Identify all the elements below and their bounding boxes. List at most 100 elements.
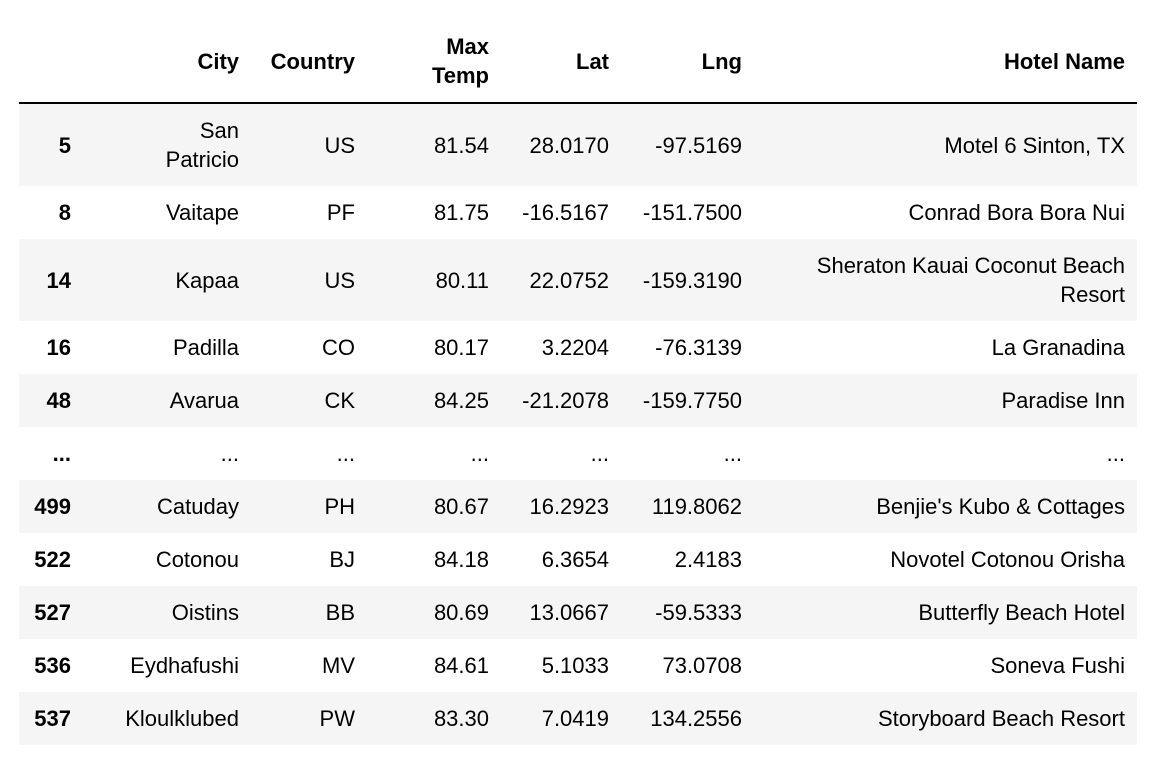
cell-lng: ...: [723, 441, 742, 466]
cell-city: Avarua: [169, 388, 239, 413]
cell-hotel-name: Conrad Bora Bora Nui: [908, 200, 1125, 225]
row-index: 537: [34, 706, 71, 731]
table-row: 5 San Patricio US 81.54 28.0170 -97.5169 Motel …: [19, 103, 1137, 186]
header-max-temp: Max Temp: [367, 20, 501, 104]
row-index: 527: [34, 600, 71, 625]
table-row: 14 Kapaa US 80.11 22.0752 -159.3190 Sheraton K…: [19, 239, 1137, 321]
cell-lng: -76.3139: [655, 335, 742, 360]
cell-max-temp: 81.54: [433, 132, 489, 158]
cell-country: US: [324, 267, 355, 293]
dataframe-table: City Country Max Temp Lat Lng Hotel Name …: [19, 20, 1137, 745]
cell-hotel-name: Paradise Inn: [1001, 388, 1125, 413]
cell-hotel-name: Soneva Fushi: [990, 653, 1125, 678]
cell-hotel-name: La Granadina: [991, 335, 1125, 360]
header-lng: Lng: [621, 20, 754, 104]
cell-lat: 5.1033: [541, 653, 609, 678]
cell-country: PW: [319, 706, 355, 731]
cell-max-temp: 83.30: [433, 706, 489, 731]
row-index: 8: [58, 200, 71, 225]
cell-country: CK: [324, 388, 355, 413]
cell-city: Padilla: [172, 335, 239, 360]
cell-lat: 3.2204: [541, 335, 609, 360]
table-row: 16 Padilla CO 80.17 3.2204 -76.3139 La Granadi…: [19, 321, 1137, 374]
cell-lng: 73.0708: [662, 653, 742, 678]
cell-lng: -97.5169: [655, 132, 742, 158]
cell-max-temp: 80.69: [433, 600, 489, 625]
cell-city: Eydhafushi: [130, 653, 239, 678]
cell-lat: 13.0667: [529, 600, 609, 625]
row-index: 522: [34, 547, 71, 572]
cell-max-temp: 80.67: [433, 494, 489, 519]
table-row: 8 Vaitape PF 81.75 -16.5167 -151.7500 Conrad B…: [19, 186, 1137, 239]
table-row: 537 Kloulklubed PW 83.30 7.0419 134.2556 Story…: [19, 692, 1137, 745]
cell-country: MV: [322, 653, 355, 678]
row-index: 5: [58, 132, 71, 158]
cell-lng: -159.7750: [642, 388, 742, 413]
row-index: 499: [34, 494, 71, 519]
cell-lat: 28.0170: [529, 132, 609, 158]
table-row: 536 Eydhafushi MV 84.61 5.1033 73.0708 Soneva …: [19, 639, 1137, 692]
row-index: 16: [46, 335, 71, 360]
cell-max-temp: 84.18: [433, 547, 489, 572]
header-lat: Lat: [501, 20, 621, 104]
cell-hotel-name: Novotel Cotonou Orisha: [890, 547, 1125, 572]
cell-hotel-name: Sheraton Kauai Coconut Beach Resort: [816, 253, 1125, 307]
row-index: ...: [52, 441, 71, 466]
cell-max-temp: 80.17: [433, 335, 489, 360]
cell-country: PH: [324, 494, 355, 519]
cell-city: Cotonou: [155, 547, 239, 572]
table-row: 499 Catuday PH 80.67 16.2923 119.8062 Benjie's…: [19, 480, 1137, 533]
table-body: 5 San Patricio US 81.54 28.0170 -97.5169 Motel …: [19, 103, 1137, 745]
cell-city: Kapaa: [175, 267, 239, 293]
ellipsis-row: .....................: [19, 427, 1137, 480]
cell-max-temp: ...: [470, 441, 489, 466]
cell-country: US: [324, 132, 355, 158]
cell-lng: 2.4183: [674, 547, 742, 572]
cell-country: PF: [326, 200, 355, 225]
cell-max-temp: 81.75: [433, 200, 489, 225]
table-row: 527 Oistins BB 80.69 13.0667 -59.5333 Butterfl…: [19, 586, 1137, 639]
cell-lat: ...: [590, 441, 609, 466]
dataframe-output: City Country Max Temp Lat Lng Hotel Name …: [19, 20, 1137, 745]
cell-lat: 7.0419: [541, 706, 609, 731]
cell-max-temp: 84.25: [433, 388, 489, 413]
row-index: 14: [46, 267, 71, 293]
table-row: 522 Cotonou BJ 84.18 6.3654 2.4183 Novotel Cot…: [19, 533, 1137, 586]
header-city: City: [83, 20, 251, 104]
cell-city: Vaitape: [166, 200, 239, 225]
table-row: 48 Avarua CK 84.25 -21.2078 -159.7750 Paradise…: [19, 374, 1137, 427]
cell-lat: 6.3654: [541, 547, 609, 572]
header-row: City Country Max Temp Lat Lng Hotel Name: [19, 20, 1137, 104]
cell-city: ...: [220, 441, 239, 466]
cell-lng: 134.2556: [650, 706, 742, 731]
cell-max-temp: 80.11: [435, 267, 489, 293]
cell-city: Oistins: [171, 600, 239, 625]
cell-lat: 16.2923: [529, 494, 609, 519]
cell-country: BJ: [329, 547, 355, 572]
header-country: Country: [251, 20, 367, 104]
cell-lng: 119.8062: [651, 494, 742, 519]
cell-city: Kloulklubed: [125, 706, 239, 731]
table-header: City Country Max Temp Lat Lng Hotel Name: [19, 20, 1137, 104]
cell-hotel-name: Motel 6 Sinton, TX: [944, 132, 1125, 158]
cell-hotel-name: Storyboard Beach Resort: [877, 706, 1125, 731]
row-index: 48: [46, 388, 71, 413]
cell-country: BB: [325, 600, 355, 625]
cell-country: CO: [322, 335, 355, 360]
cell-max-temp: 84.61: [433, 653, 489, 678]
header-index: [19, 20, 83, 104]
cell-hotel-name: Butterfly Beach Hotel: [918, 600, 1125, 625]
cell-hotel-name: ...: [1106, 441, 1125, 466]
cell-lng: -59.5333: [655, 600, 742, 625]
cell-lat: -21.2078: [522, 388, 609, 413]
cell-lat: 22.0752: [529, 267, 609, 293]
cell-city: San Patricio: [165, 118, 239, 172]
row-index: 536: [34, 653, 71, 678]
cell-lng: -151.7500: [642, 200, 742, 225]
header-hotel-name: Hotel Name: [754, 20, 1137, 104]
cell-lat: -16.5167: [522, 200, 609, 225]
cell-lng: -159.3190: [642, 267, 742, 293]
cell-country: ...: [336, 441, 355, 466]
cell-city: Catuday: [157, 494, 239, 519]
cell-hotel-name: Benjie's Kubo & Cottages: [876, 494, 1125, 519]
